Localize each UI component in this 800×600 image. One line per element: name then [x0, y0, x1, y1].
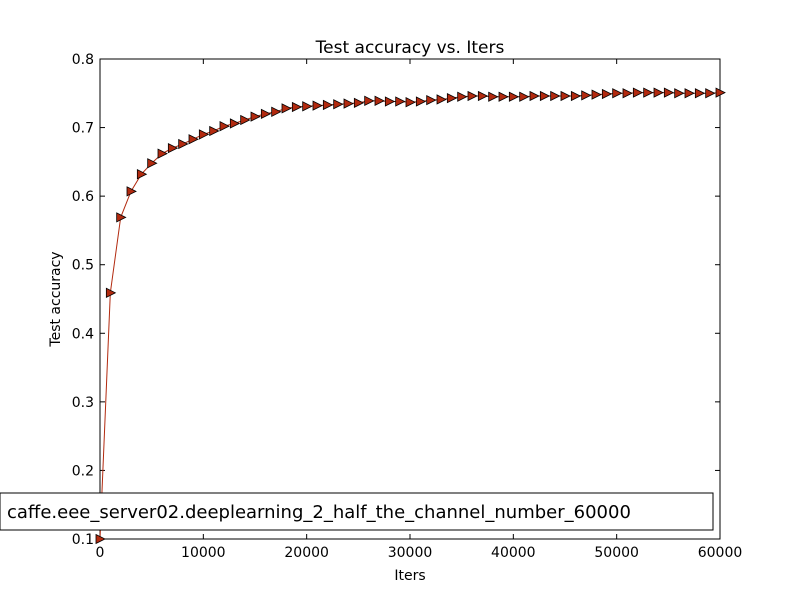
legend-entry: caffe.eee_server02.deeplearning_2_half_t… — [7, 502, 631, 523]
data-point — [333, 99, 344, 110]
data-point — [136, 169, 148, 180]
data-point — [508, 91, 520, 102]
y-tick-label: 0.7 — [72, 121, 94, 137]
data-point — [529, 90, 540, 102]
y-tick-label: 0.3 — [72, 395, 94, 411]
data-point — [612, 88, 623, 99]
data-point — [415, 96, 427, 107]
data-point — [436, 94, 447, 105]
data-point — [601, 88, 613, 100]
data-point — [116, 212, 127, 223]
data-point — [674, 88, 685, 99]
data-point — [302, 101, 313, 112]
y-tick-label: 0.6 — [72, 189, 94, 205]
data-point — [157, 148, 168, 159]
x-tick-label: 10000 — [181, 545, 226, 561]
data-point — [229, 118, 241, 129]
data-point — [260, 108, 272, 120]
data-point — [560, 90, 571, 102]
data-point — [467, 90, 478, 102]
data-point — [550, 90, 561, 102]
data-point — [539, 90, 551, 102]
data-point — [291, 101, 303, 113]
data-point — [312, 100, 323, 111]
data-point — [705, 88, 716, 99]
x-tick-label: 0 — [96, 545, 105, 561]
data-point — [126, 186, 137, 197]
data-point — [591, 89, 602, 100]
data-point — [581, 90, 592, 101]
chart-title: Test accuracy vs. Iters — [315, 38, 505, 58]
plot-frame — [99, 58, 721, 540]
y-tick-label: 0.1 — [72, 532, 94, 548]
data-point — [250, 111, 261, 122]
data-point — [219, 121, 230, 132]
data-point — [271, 106, 282, 117]
data-point — [643, 87, 654, 98]
data-point — [281, 103, 292, 114]
data-point — [384, 96, 396, 107]
x-tick-label: 50000 — [594, 545, 639, 561]
data-point — [95, 533, 106, 545]
data-point — [446, 92, 458, 104]
data-point — [167, 142, 179, 154]
data-point — [498, 91, 509, 102]
data-point — [188, 134, 199, 145]
data-point — [694, 88, 706, 99]
data-point — [178, 138, 189, 150]
data-point — [488, 91, 499, 102]
data-point — [663, 87, 675, 98]
data-point — [374, 95, 385, 106]
data-point — [684, 88, 695, 99]
data-point — [477, 90, 489, 102]
data-point — [405, 97, 416, 108]
data-point — [632, 87, 644, 98]
data-point — [653, 87, 664, 98]
data-point — [240, 114, 251, 126]
data-point — [622, 88, 633, 99]
y-tick-label: 0.8 — [72, 52, 94, 68]
data-point — [343, 98, 354, 109]
data-point — [715, 87, 726, 98]
x-tick-label: 30000 — [388, 545, 433, 561]
series-layer — [95, 87, 726, 545]
y-tick-label: 0.5 — [72, 258, 94, 274]
x-tick-label: 40000 — [491, 545, 536, 561]
data-point — [519, 91, 530, 102]
data-point — [395, 96, 406, 107]
y-tick-label: 0.2 — [72, 463, 94, 479]
data-point — [105, 287, 117, 298]
data-point — [353, 97, 365, 109]
data-point — [426, 94, 437, 106]
data-point — [209, 125, 220, 137]
data-point — [147, 158, 158, 169]
data-point — [457, 91, 468, 102]
data-point — [570, 90, 582, 102]
x-axis-label: Iters — [394, 568, 425, 584]
data-point — [198, 129, 210, 140]
y-axis-label: Test accuracy — [48, 251, 64, 347]
legend-box — [0, 492, 714, 531]
x-tick-label: 60000 — [698, 545, 743, 561]
y-tick-label: 0.4 — [72, 326, 94, 342]
legend: caffe.eee_server02.deeplearning_2_half_t… — [0, 492, 714, 531]
data-point — [364, 95, 375, 106]
axis-ticks: 0 10000 20000 30000 40000 50000 60000 0.1 0.2 0.3… — [72, 52, 743, 561]
data-point — [322, 99, 334, 111]
x-tick-label: 20000 — [284, 545, 329, 561]
